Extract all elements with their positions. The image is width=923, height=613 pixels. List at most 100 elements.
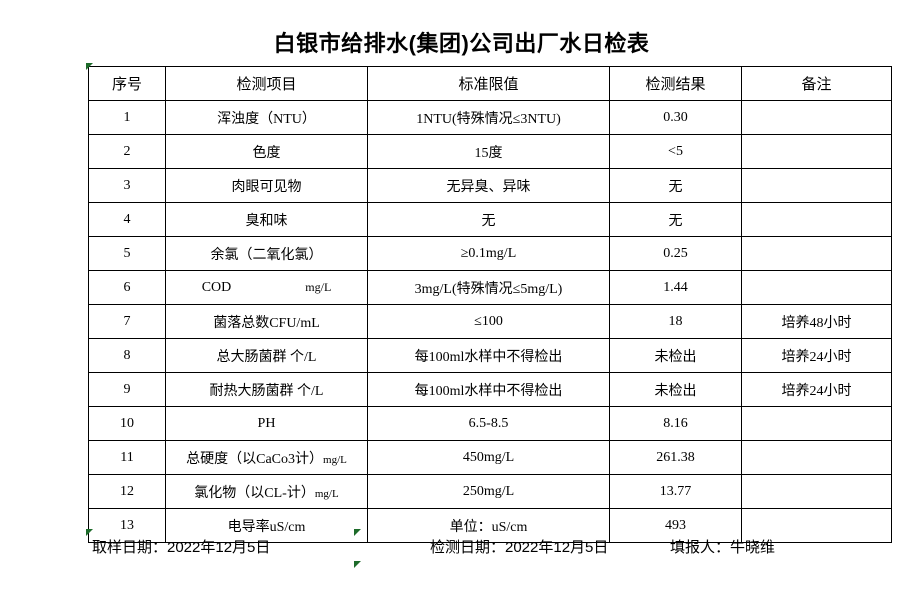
cell-item: 浑浊度（NTU） (165, 100, 368, 135)
footer: 取样日期：2022年12月5日 检测日期：2022年12月5日 填报人：牛晓维 (0, 536, 923, 560)
cell-limit: 6.5-8.5 (367, 406, 610, 441)
table-row: 6 COD mg/L 3mg/L(特殊情况≤5mg/L) 1.44 (88, 270, 892, 305)
cell-result: 261.38 (609, 440, 742, 475)
page-title: 白银市给排水(集团)公司出厂水日检表 (273, 31, 650, 56)
cell-result: 未检出 (609, 338, 742, 373)
table-row: 10 PH 6.5-8.5 8.16 (88, 406, 892, 441)
cell-limit: ≥0.1mg/L (367, 236, 610, 271)
cell-item-label: COD (201, 279, 232, 295)
cell-remark: 培养24小时 (741, 372, 892, 407)
footer-filler-name: 填报人：牛晓维 (670, 539, 776, 556)
cell-remark: 培养48小时 (741, 304, 892, 339)
cell-result: <5 (609, 134, 742, 169)
table-row: 9 耐热大肠菌群 个/L 每100ml水样中不得检出 未检出 培养24小时 (88, 372, 892, 407)
cell-remark (741, 202, 892, 237)
cell-item: 电导率uS/cm (165, 508, 368, 543)
cell-remark (741, 168, 892, 203)
cell-limit: 450mg/L (367, 440, 610, 475)
cell-remark (741, 440, 892, 475)
cell-remark (741, 236, 892, 271)
cell-no: 10 (88, 406, 166, 441)
cell-no: 7 (88, 304, 166, 339)
cell-no: 9 (88, 372, 166, 407)
cell-item-unit: mg/L (323, 453, 347, 466)
cell-result: 8.16 (609, 406, 742, 441)
cell-no: 5 (88, 236, 166, 271)
cell-limit: 无 (367, 202, 610, 237)
cell-no: 3 (88, 168, 166, 203)
cell-item: 总硬度（以CaCo3计）mg/L (165, 440, 368, 475)
table-row: 3 肉眼可见物 无异臭、异味 无 (88, 168, 892, 203)
cell-limit: 1NTU(特殊情况≤3NTU) (367, 100, 610, 135)
cell-result: 未检出 (609, 372, 742, 407)
column-header-remark: 备注 (741, 66, 892, 101)
cell-limit: 250mg/L (367, 474, 610, 509)
cell-remark (741, 134, 892, 169)
object-anchor-icon (86, 63, 93, 70)
column-header-result: 检测结果 (609, 66, 742, 101)
object-anchor-icon (354, 561, 361, 568)
cell-item: 臭和味 (165, 202, 368, 237)
table-header-row: 序号 检测项目 标准限值 检测结果 备注 (88, 66, 892, 101)
cell-item: PH (165, 406, 368, 441)
cell-result: 493 (609, 508, 742, 543)
table-row: 5 余氯（二氧化氯） ≥0.1mg/L 0.25 (88, 236, 892, 271)
table-body: 1 浑浊度（NTU） 1NTU(特殊情况≤3NTU) 0.30 2 色度 15度… (88, 100, 892, 543)
cell-item: 菌落总数CFU/mL (165, 304, 368, 339)
cell-item-label: 总硬度（以CaCo3计） (186, 451, 324, 467)
cell-item: 余氯（二氧化氯） (165, 236, 368, 271)
table-row: 1 浑浊度（NTU） 1NTU(特殊情况≤3NTU) 0.30 (88, 100, 892, 135)
cell-limit: ≤100 (367, 304, 610, 339)
footer-test-date: 检测日期：2022年12月5日 (430, 539, 609, 556)
cell-no: 12 (88, 474, 166, 509)
column-header-limit: 标准限值 (367, 66, 610, 101)
cell-item: 耐热大肠菌群 个/L (165, 372, 368, 407)
cell-result: 18 (609, 304, 742, 339)
cell-item-unit: mg/L (305, 279, 332, 294)
cell-no: 13 (88, 508, 166, 543)
cell-remark (741, 406, 892, 441)
cell-item: 总大肠菌群 个/L (165, 338, 368, 373)
cell-result: 0.30 (609, 100, 742, 135)
table-row: 13 电导率uS/cm 单位：uS/cm 493 (88, 508, 892, 543)
cell-remark (741, 474, 892, 509)
cell-limit: 每100ml水样中不得检出 (367, 338, 610, 373)
cell-no: 8 (88, 338, 166, 373)
table-row: 2 色度 15度 <5 (88, 134, 892, 169)
object-anchor-icon (86, 529, 93, 536)
cell-limit: 每100ml水样中不得检出 (367, 372, 610, 407)
footer-sample-date: 取样日期：2022年12月5日 (92, 539, 271, 556)
cell-no: 2 (88, 134, 166, 169)
cell-limit: 无异臭、异味 (367, 168, 610, 203)
cell-result: 无 (609, 202, 742, 237)
cell-limit: 3mg/L(特殊情况≤5mg/L) (367, 270, 610, 305)
cell-item: 肉眼可见物 (165, 168, 368, 203)
column-header-no: 序号 (88, 66, 166, 101)
cell-remark (741, 270, 892, 305)
cell-no: 1 (88, 100, 166, 135)
table-row: 4 臭和味 无 无 (88, 202, 892, 237)
cell-limit: 15度 (367, 134, 610, 169)
cell-item: 氯化物（以CL-计）mg/L (165, 474, 368, 509)
cell-no: 11 (88, 440, 166, 475)
table-row: 8 总大肠菌群 个/L 每100ml水样中不得检出 未检出 培养24小时 (88, 338, 892, 373)
cell-result: 13.77 (609, 474, 742, 509)
column-header-item: 检测项目 (165, 66, 368, 101)
object-anchor-icon (354, 529, 361, 536)
cell-item: 色度 (165, 134, 368, 169)
cell-remark (741, 100, 892, 135)
cell-item-label: 氯化物（以CL-计） (194, 485, 315, 501)
cell-result: 0.25 (609, 236, 742, 271)
cell-item: COD mg/L (165, 270, 368, 305)
cell-no: 6 (88, 270, 166, 305)
table-row: 11 总硬度（以CaCo3计）mg/L 450mg/L 261.38 (88, 440, 892, 475)
table-row: 7 菌落总数CFU/mL ≤100 18 培养48小时 (88, 304, 892, 339)
cell-remark (741, 508, 892, 543)
cell-remark: 培养24小时 (741, 338, 892, 373)
water-inspection-table: 序号 检测项目 标准限值 检测结果 备注 1 浑浊度（NTU） 1NTU(特殊情… (88, 66, 892, 543)
cell-result: 1.44 (609, 270, 742, 305)
cell-result: 无 (609, 168, 742, 203)
table-row: 12 氯化物（以CL-计）mg/L 250mg/L 13.77 (88, 474, 892, 509)
cell-item-unit: mg/L (314, 487, 339, 500)
